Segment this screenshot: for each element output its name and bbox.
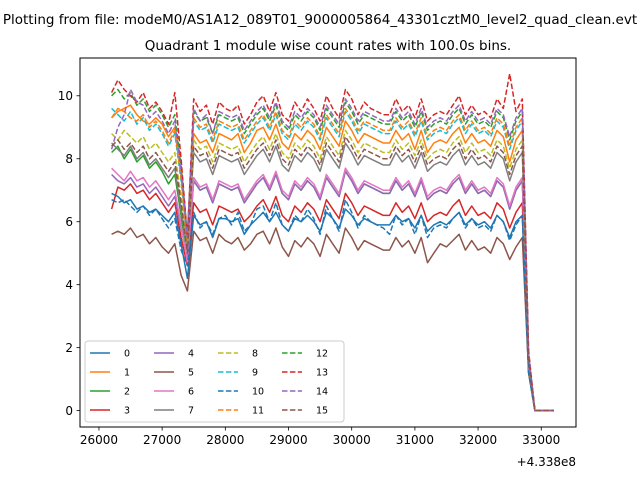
y-axis: 0 2 4 6 8 10 — [58, 89, 80, 418]
y-tick-label: 10 — [58, 89, 73, 103]
legend-label-12: 12 — [316, 349, 328, 360]
x-axis: 26000 27000 28000 29000 30000 31000 32000 33000 — [80, 427, 560, 447]
series-line-5 — [111, 227, 554, 412]
x-tick-label: 27000 — [143, 433, 181, 447]
series-line-14 — [110, 88, 554, 412]
x-tick-label: 31000 — [396, 433, 434, 447]
legend-label-11: 11 — [252, 406, 264, 417]
series-line-6 — [111, 167, 554, 412]
legend-label-9: 9 — [252, 368, 258, 379]
legend-label-13: 13 — [316, 368, 328, 379]
x-tick-label: 30000 — [333, 433, 371, 447]
x-tick-label: 33000 — [522, 433, 560, 447]
plot-frame — [79, 57, 577, 428]
legend-label-8: 8 — [252, 349, 258, 360]
y-tick-label: 8 — [65, 152, 73, 166]
series-line-10 — [111, 198, 554, 412]
legend-label-3: 3 — [124, 406, 130, 417]
chart-title: Quadrant 1 module wise count rates with … — [145, 38, 511, 54]
y-tick-label: 0 — [65, 404, 73, 418]
legend-label-14: 14 — [316, 387, 328, 398]
legend-label-15: 15 — [316, 406, 328, 417]
legend-label-5: 5 — [188, 368, 194, 379]
series-line-15 — [111, 135, 554, 412]
y-tick-label: 6 — [65, 215, 73, 229]
figure-suptitle: Plotting from file: modeM0/AS1A12_089T01… — [3, 12, 637, 28]
legend-label-6: 6 — [188, 387, 194, 398]
legend-label-7: 7 — [188, 406, 194, 417]
legend-label-2: 2 — [124, 387, 130, 398]
legend-label-0: 0 — [124, 349, 130, 360]
series-layer — [110, 72, 554, 412]
x-tick-label: 32000 — [459, 433, 497, 447]
y-tick-label: 4 — [65, 278, 73, 292]
y-tick-label: 2 — [65, 341, 73, 355]
legend-label-10: 10 — [252, 387, 264, 398]
legend-label-4: 4 — [188, 349, 194, 360]
x-tick-label: 28000 — [206, 433, 244, 447]
series-line-3 — [110, 183, 554, 412]
series-line-0 — [111, 192, 554, 412]
series-line-8 — [111, 129, 554, 412]
legend-frame — [84, 340, 345, 423]
x-tick-label: 29000 — [269, 433, 307, 447]
series-line-11 — [110, 107, 554, 412]
series-line-12 — [111, 88, 554, 412]
legend-label-1: 1 — [124, 368, 130, 379]
x-offset-label: +4.338e8 — [517, 455, 576, 469]
x-tick-label: 26000 — [80, 433, 118, 447]
